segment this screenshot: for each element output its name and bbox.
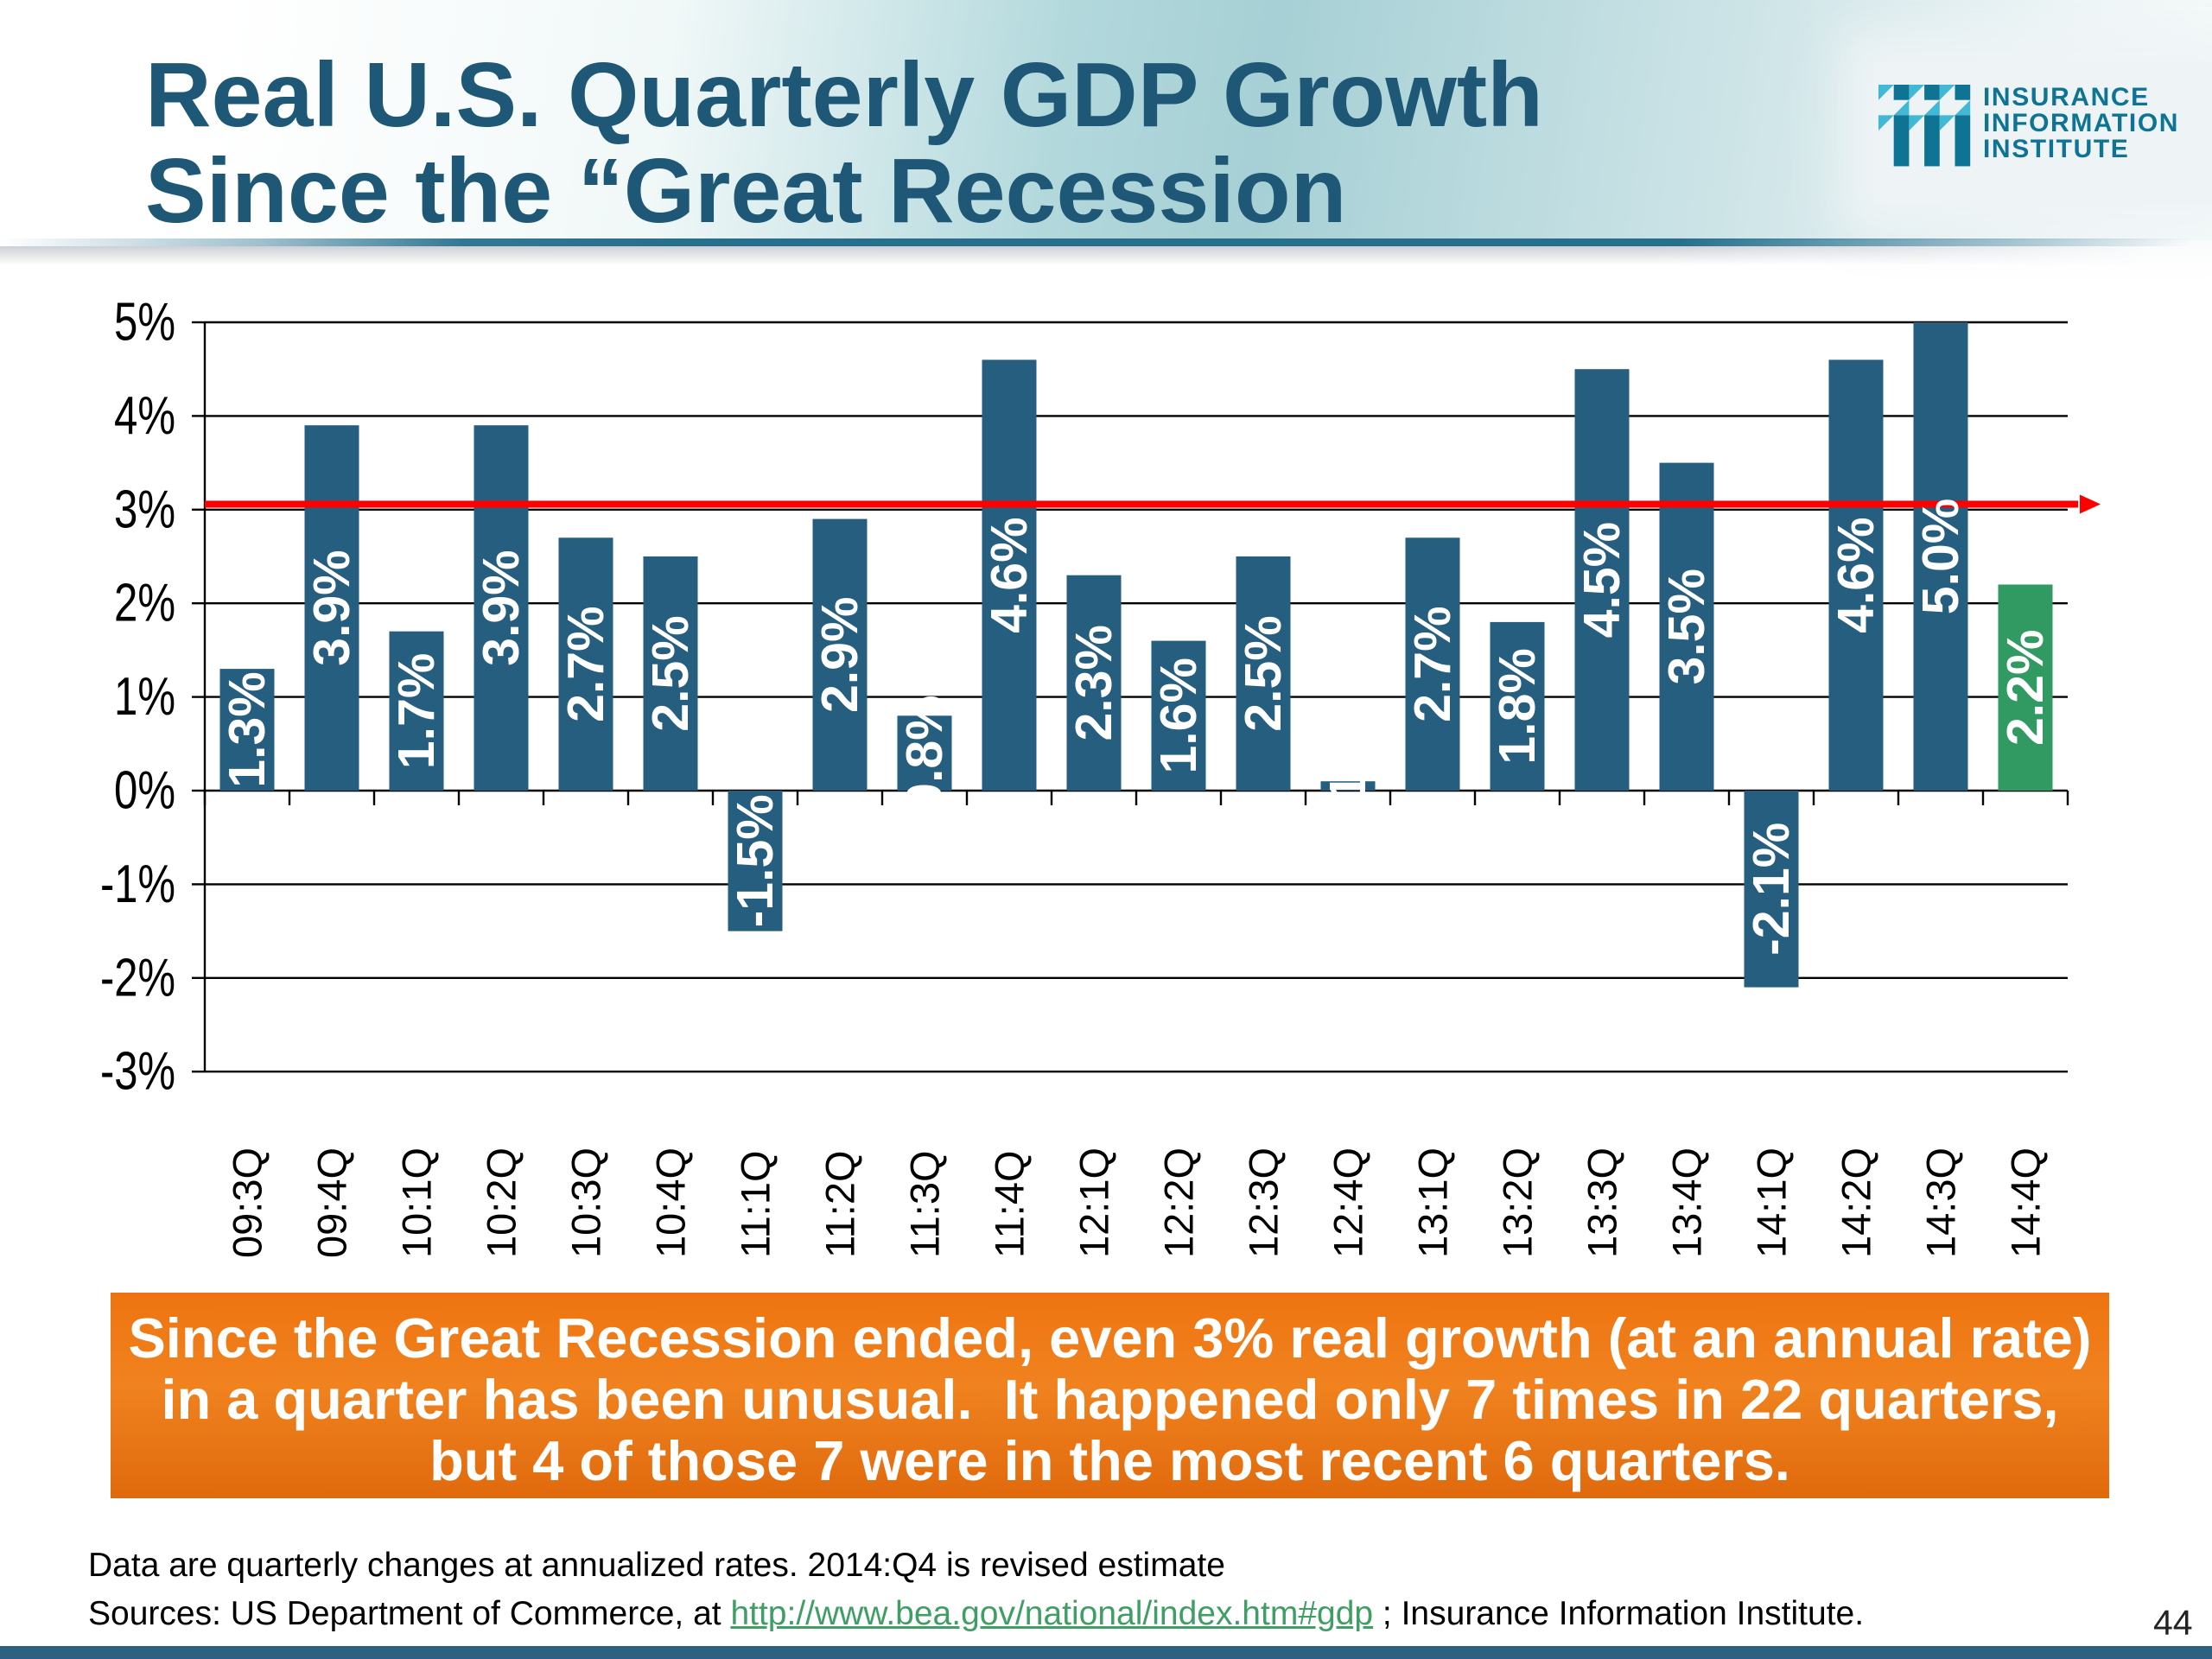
svg-text:09:4Q: 09:4Q: [309, 1147, 355, 1258]
svg-text:0%: 0%: [114, 761, 175, 821]
svg-text:1.7%: 1.7%: [388, 653, 445, 769]
svg-text:4.6%: 4.6%: [981, 517, 1038, 632]
svg-text:-1.5%: -1.5%: [727, 794, 784, 927]
svg-text:-1%: -1%: [100, 855, 175, 914]
svg-text:4%: 4%: [114, 386, 175, 446]
svg-text:2.3%: 2.3%: [1065, 625, 1122, 741]
svg-text:12:4Q: 12:4Q: [1325, 1147, 1371, 1258]
svg-text:1%: 1%: [114, 667, 175, 727]
svg-text:11:3Q: 11:3Q: [902, 1150, 948, 1258]
svg-text:1.3%: 1.3%: [219, 671, 276, 787]
svg-text:10:2Q: 10:2Q: [479, 1147, 524, 1258]
svg-text:1.6%: 1.6%: [1150, 658, 1207, 773]
svg-text:5.0%: 5.0%: [1912, 499, 1969, 614]
svg-text:14:1Q: 14:1Q: [1749, 1147, 1795, 1258]
svg-text:10:1Q: 10:1Q: [394, 1147, 440, 1258]
svg-text:-3%: -3%: [100, 1042, 175, 1102]
svg-text:-2%: -2%: [100, 948, 175, 1007]
svg-text:14:4Q: 14:4Q: [2003, 1147, 2049, 1258]
svg-text:1.8%: 1.8%: [1489, 648, 1546, 764]
svg-text:13:1Q: 13:1Q: [1410, 1147, 1456, 1258]
svg-text:0.1%: 0.1%: [1319, 728, 1376, 843]
svg-text:2.7%: 2.7%: [1404, 606, 1461, 721]
svg-text:4.5%: 4.5%: [1573, 522, 1630, 638]
svg-text:11:1Q: 11:1Q: [733, 1150, 779, 1258]
svg-text:13:3Q: 13:3Q: [1580, 1147, 1625, 1258]
svg-text:2.9%: 2.9%: [811, 597, 868, 713]
svg-text:3.5%: 3.5%: [1658, 569, 1715, 684]
svg-text:13:4Q: 13:4Q: [1664, 1147, 1710, 1258]
svg-text:12:2Q: 12:2Q: [1156, 1147, 1202, 1258]
svg-text:3.9%: 3.9%: [473, 550, 530, 665]
svg-text:2.7%: 2.7%: [557, 606, 614, 721]
svg-text:2%: 2%: [114, 574, 175, 633]
svg-text:2.2%: 2.2%: [1997, 630, 2054, 746]
svg-text:12:1Q: 12:1Q: [1071, 1147, 1117, 1258]
svg-text:10:3Q: 10:3Q: [563, 1147, 609, 1258]
svg-text:11:4Q: 11:4Q: [987, 1150, 1033, 1258]
svg-text:3.9%: 3.9%: [303, 550, 360, 665]
svg-text:11:2Q: 11:2Q: [817, 1150, 863, 1258]
svg-text:3%: 3%: [114, 480, 175, 539]
svg-text:10:4Q: 10:4Q: [648, 1147, 694, 1258]
svg-text:-2.1%: -2.1%: [1743, 823, 1800, 956]
svg-text:13:2Q: 13:2Q: [1495, 1147, 1541, 1258]
svg-text:2.5%: 2.5%: [642, 615, 699, 731]
svg-text:14:3Q: 14:3Q: [1918, 1147, 1964, 1258]
svg-text:09:3Q: 09:3Q: [225, 1147, 270, 1258]
svg-text:2.5%: 2.5%: [1235, 615, 1292, 731]
svg-text:12:3Q: 12:3Q: [1241, 1147, 1287, 1258]
svg-text:14:2Q: 14:2Q: [1834, 1147, 1879, 1258]
svg-text:0.8%: 0.8%: [896, 695, 953, 810]
svg-text:4.6%: 4.6%: [1827, 517, 1885, 632]
svg-text:5%: 5%: [114, 293, 175, 353]
